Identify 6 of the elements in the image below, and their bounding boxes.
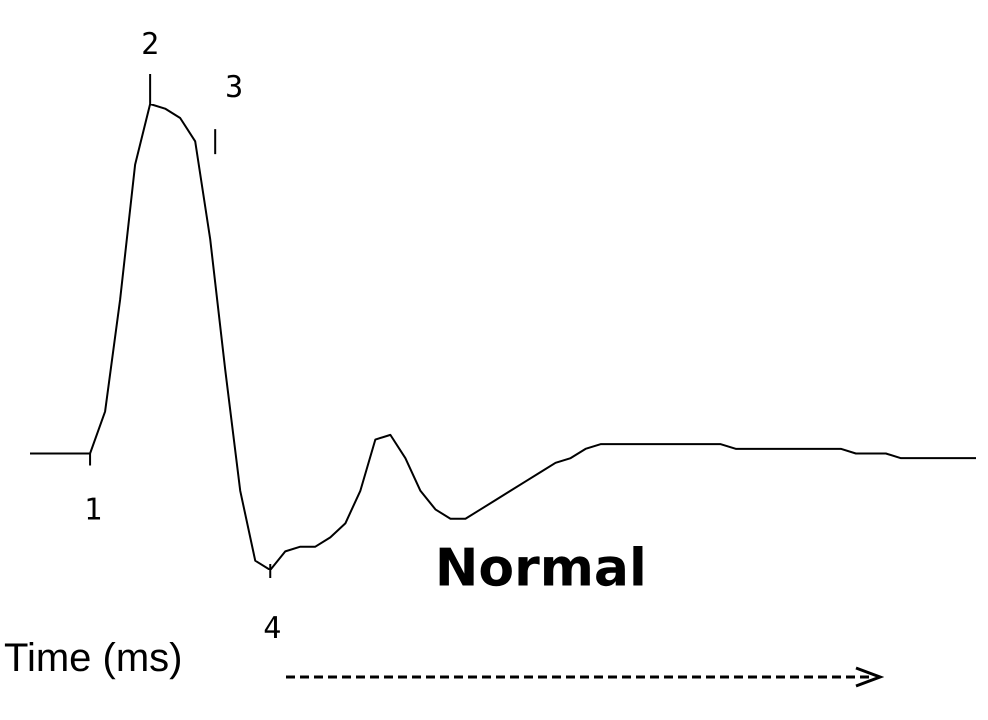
annotation: Normal xyxy=(434,538,647,599)
annotation: 1 xyxy=(84,492,102,528)
text: 4 xyxy=(263,610,282,646)
x-axis-title: Time (ms) xyxy=(4,636,182,681)
text: 2 xyxy=(141,26,160,62)
annotation: 3 xyxy=(225,70,244,105)
